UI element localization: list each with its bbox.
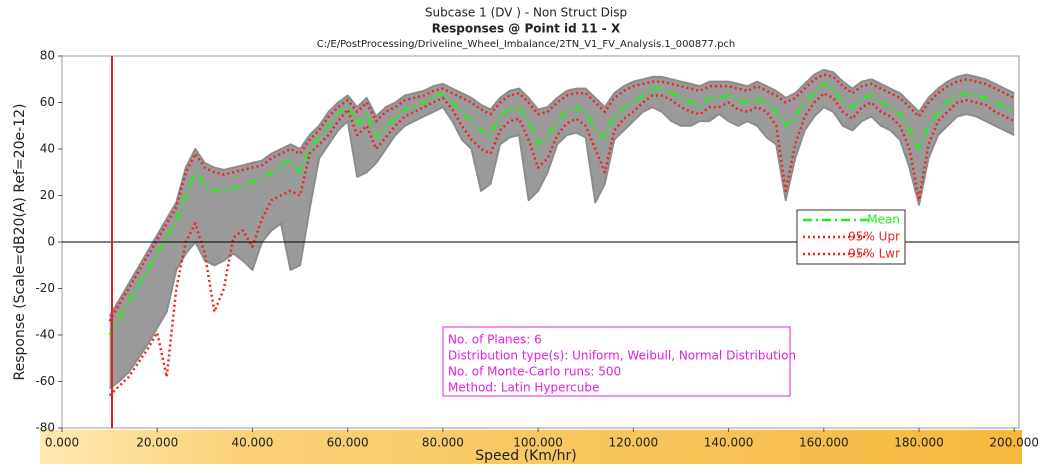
y-tick-label: -60 [35, 374, 55, 388]
x-tick-label: 120.000 [609, 436, 659, 450]
annotation-line: Distribution type(s): Uniform, Weibull, … [448, 349, 796, 363]
y-tick-label: -40 [35, 328, 55, 342]
y-tick-label: -20 [35, 281, 55, 295]
run-line [109, 106, 1015, 390]
run-envelope [109, 69, 1015, 389]
y-tick-label: 60 [40, 95, 55, 109]
chart-subtitle: Responses @ Point id 11 - X [432, 22, 621, 36]
x-tick-label: 200.000 [989, 436, 1039, 450]
x-tick-label: 140.000 [704, 436, 754, 450]
plot-area: -80 -60 -40 -20 0 20 40 60 80 0.000 20.000 40.000 60… [35, 49, 1039, 450]
x-axis-label: Speed (Km/hr) [475, 448, 576, 464]
x-tick-label: 20.000 [136, 436, 178, 450]
legend-label: 95% Upr [848, 230, 900, 244]
annotation-line: No. of Planes: 6 [448, 333, 542, 347]
series-line [108, 82, 1015, 336]
run-line [108, 68, 1015, 317]
annotation-line: No. of Monte-Carlo runs: 500 [448, 365, 621, 379]
x-tick-label: 100.000 [513, 436, 563, 450]
y-tick-label: 80 [40, 49, 55, 63]
source-file: C:/E/PostProcessing/Driveline_Wheel_Imba… [317, 39, 736, 50]
chart-title: Subcase 1 (DV ) - Non Struct Disp [425, 6, 627, 20]
x-tick-label: 60.000 [327, 436, 369, 450]
annotation-box [442, 326, 791, 397]
legend-label: 95% Lwr [848, 247, 900, 261]
legend-label: Mean [867, 213, 900, 227]
x-tick-label: 80.000 [422, 436, 464, 450]
x-tick-label: 180.000 [894, 436, 944, 450]
annotation-line: Method: Latin Hypercube [448, 381, 599, 395]
y-tick-label: 40 [40, 142, 55, 156]
y-axis-label: Response (Scale=dB20(A) Ref=20e-12) [12, 104, 28, 381]
x-tick-label: 0.000 [45, 436, 79, 450]
y-tick-label: 20 [40, 188, 55, 202]
x-tick-label: 40.000 [231, 436, 273, 450]
x-tick-label: 160.000 [799, 436, 849, 450]
y-tick-label: -80 [35, 421, 55, 435]
series-line [108, 91, 1015, 397]
x-axis-band [40, 430, 1022, 464]
y-tick-label: 0 [47, 235, 55, 249]
